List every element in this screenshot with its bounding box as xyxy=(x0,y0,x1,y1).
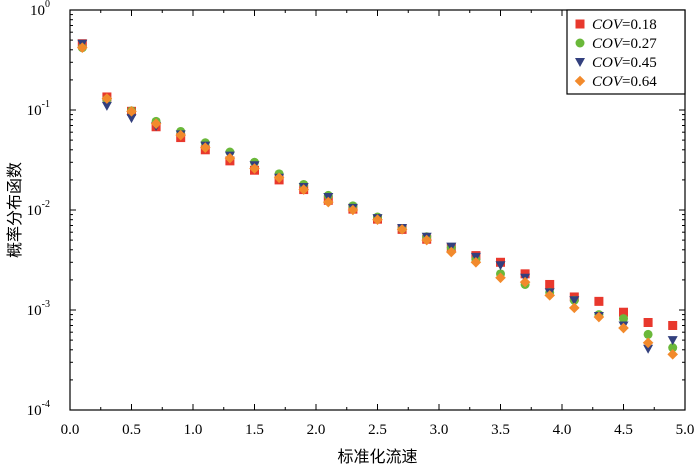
data-point-diamond xyxy=(519,276,531,288)
data-point-triangle-down xyxy=(126,114,137,124)
data-point-diamond xyxy=(273,172,285,184)
legend-label-var: COV xyxy=(592,17,624,33)
data-point-diamond xyxy=(396,224,408,235)
legend-box xyxy=(566,9,686,95)
data-point-triangle-down xyxy=(569,296,580,306)
data-point-diamond xyxy=(323,196,334,208)
y-tick-exponent: -1 xyxy=(42,99,50,110)
y-tick-label: 10-1 xyxy=(27,99,50,119)
data-point-diamond xyxy=(667,349,678,360)
data-point-diamond xyxy=(298,184,309,195)
data-point-diamond xyxy=(372,214,383,225)
legend-label-var: COV xyxy=(592,36,624,52)
legend-label-var: COV xyxy=(592,74,624,90)
data-point-triangle-down xyxy=(667,336,678,346)
legend-label: COV=0.18 xyxy=(592,17,657,33)
data-point-circle xyxy=(619,314,628,324)
legend-label-value: =0.18 xyxy=(622,17,657,33)
y-tick-label: 10-2 xyxy=(27,199,50,219)
data-point-diamond xyxy=(101,93,113,104)
x-tick-label: 4.5 xyxy=(614,422,633,438)
data-point-square xyxy=(668,320,678,330)
x-tick-label: 3.5 xyxy=(491,422,510,438)
data-point-diamond xyxy=(495,272,506,284)
data-point-diamond xyxy=(150,118,162,129)
legend-label-var: COV xyxy=(592,55,624,71)
data-point-diamond xyxy=(200,142,211,153)
data-point-square xyxy=(594,296,604,306)
data-points xyxy=(77,39,678,360)
legend-label: COV=0.45 xyxy=(592,55,657,71)
data-point-diamond xyxy=(347,204,359,216)
data-point-diamond xyxy=(175,129,186,141)
legend-label-value: =0.27 xyxy=(622,36,657,52)
y-tick-exponent: 0 xyxy=(45,0,50,10)
y-tick-label: 10-4 xyxy=(27,399,50,419)
x-axis-title: 标准化流速 xyxy=(337,447,417,466)
x-tick-label: 2.0 xyxy=(307,422,326,438)
data-point-diamond xyxy=(544,290,555,301)
x-tick-label: 0.0 xyxy=(61,422,80,438)
x-tick-label: 1.0 xyxy=(184,422,203,438)
data-point-triangle-down xyxy=(643,344,654,354)
legend-label: COV=0.27 xyxy=(592,36,657,52)
data-point-diamond xyxy=(249,163,260,174)
legend-label: COV=0.64 xyxy=(592,74,657,90)
x-tick-label: 4.0 xyxy=(553,422,572,438)
data-point-diamond xyxy=(618,322,629,334)
y-tick-exponent: -4 xyxy=(42,399,50,410)
data-point-square xyxy=(643,317,653,327)
data-point-circle xyxy=(668,343,678,353)
y-tick-base: 10 xyxy=(27,203,42,219)
data-point-diamond xyxy=(126,106,137,117)
data-point-triangle-down xyxy=(101,101,112,111)
y-tick-exponent: -2 xyxy=(42,199,50,210)
y-tick-base: 10 xyxy=(27,303,42,319)
y-tick-base: 10 xyxy=(27,103,42,119)
data-point-circle xyxy=(643,329,653,339)
x-tick-label: 1.5 xyxy=(245,422,264,438)
y-tick-label: 100 xyxy=(30,0,50,19)
data-point-diamond xyxy=(224,152,236,164)
data-point-triangle-down xyxy=(495,261,506,271)
legend-label-value: =0.64 xyxy=(622,74,657,90)
data-point-diamond xyxy=(446,246,457,258)
x-tick-label: 0.5 xyxy=(122,422,141,438)
legend-marker-circle xyxy=(575,38,585,48)
data-point-diamond xyxy=(77,42,88,53)
data-point-diamond xyxy=(421,234,432,246)
x-tick-label: 5.0 xyxy=(676,422,695,438)
y-tick-exponent: -3 xyxy=(42,299,50,310)
data-point-diamond xyxy=(642,337,654,349)
legend-label-value: =0.45 xyxy=(622,55,657,71)
y-tick-base: 10 xyxy=(27,403,42,419)
series-4 xyxy=(77,42,678,360)
axis-ticks: 0.0 0.5 1.0 1.5 2.0 2.5 3.0 3.5 4.0 4.5 5.010-410-… xyxy=(27,0,695,438)
y-tick-label: 10-3 xyxy=(27,299,50,319)
data-point-diamond xyxy=(569,302,580,314)
x-tick-label: 3.0 xyxy=(430,422,449,438)
data-point-diamond xyxy=(470,256,482,268)
y-tick-base: 10 xyxy=(30,3,45,19)
legend-marker-diamond xyxy=(574,75,586,87)
data-point-square xyxy=(545,279,555,289)
data-point-square xyxy=(619,307,628,317)
y-axis-title: 概率分布函数 xyxy=(5,162,24,258)
legend-marker-square xyxy=(575,19,585,29)
data-point-diamond xyxy=(593,311,605,323)
legend-marker-triangle-down xyxy=(575,58,585,67)
x-tick-label: 2.5 xyxy=(368,422,387,438)
